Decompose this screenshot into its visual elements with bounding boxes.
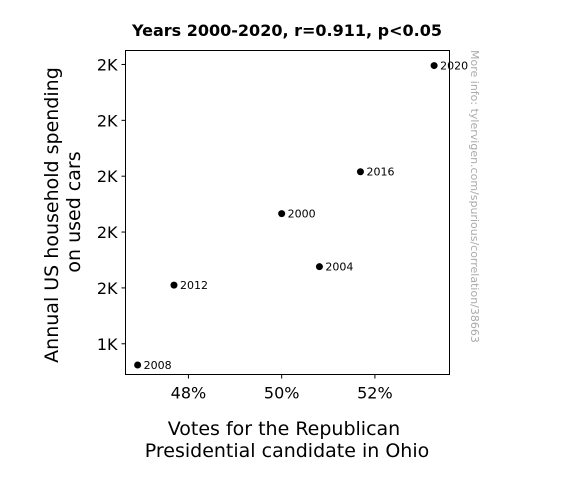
data-point (315, 263, 323, 271)
x-axis-label: Votes for the Republican Presidential ca… (145, 418, 429, 462)
data-points: 2000 2004 2008 2012 2016 2020 (134, 60, 468, 372)
data-point-label: 2000 (288, 208, 316, 221)
data-point (278, 210, 286, 218)
data-point-label: 2016 (366, 166, 394, 179)
y-tick-label: 1K (97, 335, 118, 354)
x-axis-label-line-1: Votes for the Republican (168, 418, 401, 440)
data-point (356, 168, 364, 176)
plot-frame (125, 50, 450, 375)
x-tick-label: 52% (357, 384, 393, 403)
data-point-label: 2012 (180, 279, 208, 292)
x-tick-label: 48% (171, 384, 207, 403)
data-point (170, 281, 178, 289)
y-axis-label-line-2: on used cars (63, 151, 85, 272)
data-point-label: 2008 (144, 359, 172, 372)
x-axis-label-line-2: Presidential candidate in Ohio (145, 440, 429, 462)
x-axis-ticks: 48% 50% 52% (171, 374, 393, 403)
data-point-label: 2020 (440, 60, 468, 73)
y-tick-label: 2K (97, 111, 118, 130)
data-point (430, 62, 438, 70)
y-axis-label-line-1: Annual US household spending (41, 67, 63, 363)
data-point (134, 361, 142, 369)
y-axis-label: Annual US household spending on used car… (41, 61, 85, 363)
x-tick-label: 50% (264, 384, 300, 403)
y-axis-ticks: 1K 2K 2K 2K 2K 2K (97, 55, 126, 354)
y-tick-label: 2K (97, 167, 118, 186)
y-tick-label: 2K (97, 223, 118, 242)
data-point-label: 2004 (325, 261, 353, 274)
y-tick-label: 2K (97, 55, 118, 74)
y-tick-label: 2K (97, 279, 118, 298)
source-watermark: More info: tylervigen.com/spurious/corre… (468, 50, 481, 343)
chart-title: Years 2000-2020, r=0.911, p<0.05 (131, 21, 442, 40)
